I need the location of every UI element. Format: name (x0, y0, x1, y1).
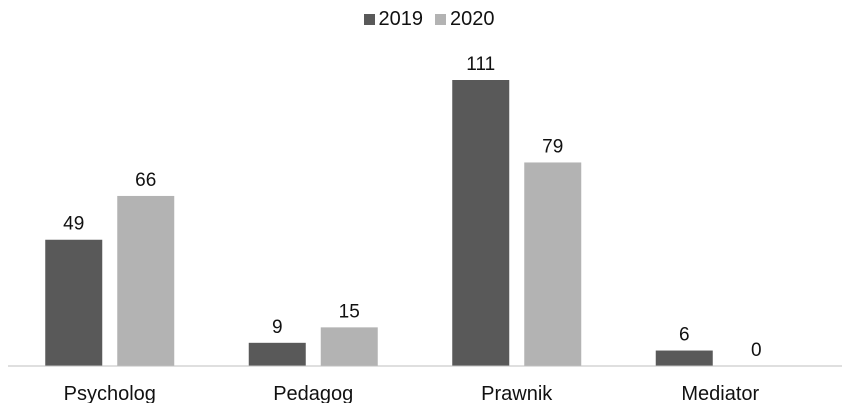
data-label-mediator-2019: 6 (679, 325, 690, 346)
data-label-pedagog-2019: 9 (272, 317, 283, 338)
bar-prawnik-2020 (524, 162, 582, 366)
data-label-psycholog-2020: 66 (135, 170, 156, 191)
x-tick-label-pedagog: Pedagog (273, 383, 353, 403)
data-label-mediator-2020: 0 (751, 340, 762, 361)
legend-label-2020: 2020 (450, 8, 495, 30)
chart-legend: 2019 2020 (0, 8, 858, 31)
legend-swatch-2019 (363, 14, 375, 25)
bar-pedagog-2019 (248, 342, 306, 366)
legend-item-2020: 2020 (435, 8, 495, 31)
data-label-psycholog-2019: 49 (63, 214, 84, 235)
bar-psycholog-2020 (117, 195, 175, 366)
bar-prawnik-2019 (452, 80, 510, 366)
legend-item-2019: 2019 (363, 8, 424, 31)
x-tick-label-psycholog: Psycholog (64, 383, 156, 403)
legend-swatch-2020 (435, 14, 446, 25)
bar-mediator-2019 (655, 350, 713, 366)
bar-psycholog-2019 (45, 239, 103, 366)
bar-pedagog-2020 (320, 327, 378, 366)
x-tick-label-prawnik: Prawnik (481, 383, 553, 403)
data-label-prawnik-2019: 111 (466, 54, 495, 75)
data-label-pedagog-2020: 15 (339, 301, 360, 322)
legend-label-2019: 2019 (378, 8, 424, 30)
data-label-prawnik-2020: 79 (542, 136, 563, 157)
x-tick-label-mediator: Mediator (681, 383, 759, 403)
